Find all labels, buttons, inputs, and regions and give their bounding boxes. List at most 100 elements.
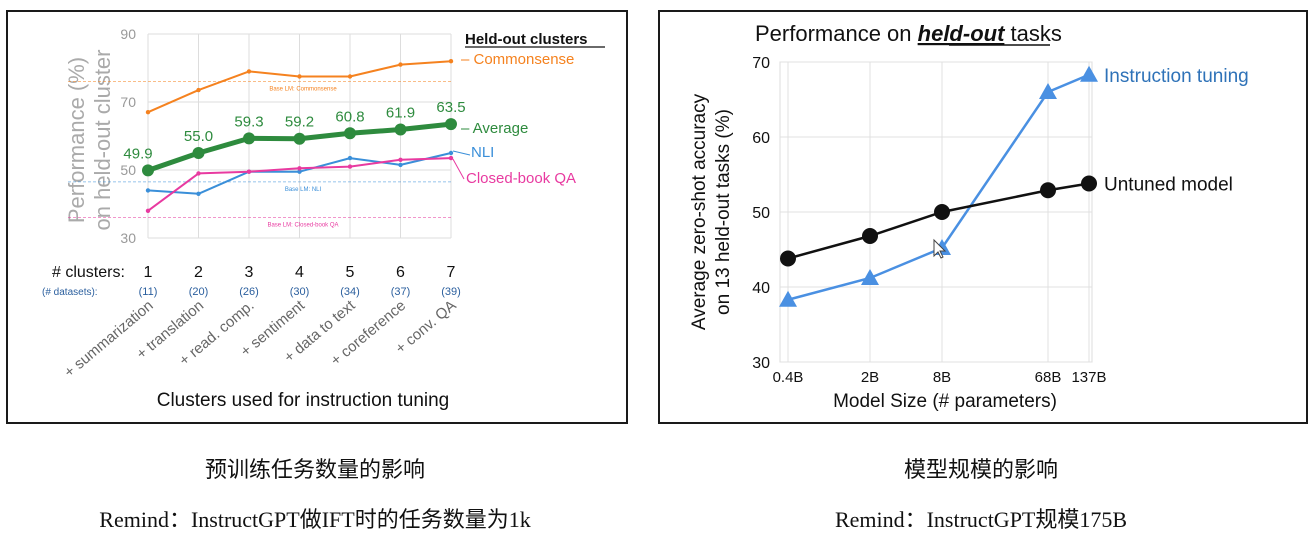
x-header: # clusters: bbox=[52, 264, 125, 281]
data-point bbox=[347, 164, 353, 169]
x-axis-label: Model Size (# parameters) bbox=[833, 391, 1057, 412]
dataset-count-label: (26) bbox=[239, 286, 259, 298]
baseline-label: Base LM: NLI bbox=[285, 187, 322, 193]
data-point bbox=[1080, 65, 1098, 82]
x-tick-label: 7 bbox=[447, 264, 456, 281]
x-tick-label: 137B bbox=[1071, 369, 1106, 386]
x-tick-label: 3 bbox=[245, 264, 254, 281]
left-remind: Remind：InstructGPT做IFT时的任务数量为1k bbox=[99, 507, 531, 532]
chart-title: Performance on held-out tasks bbox=[755, 21, 1062, 46]
data-label: 60.8 bbox=[335, 108, 364, 125]
x-tick-label: 6 bbox=[396, 264, 405, 281]
left-chart-panel: 30 50 70 90 Performance (%)on held-out clust… bbox=[6, 10, 628, 424]
data-point bbox=[1040, 182, 1056, 199]
y-axis-label: Performance (%)on held-out cluster bbox=[64, 50, 115, 231]
y-tick-label: 90 bbox=[120, 26, 136, 42]
data-point bbox=[780, 250, 796, 267]
data-point bbox=[394, 123, 407, 136]
data-point bbox=[445, 118, 457, 131]
data-label: 59.3 bbox=[234, 113, 263, 130]
dataset-count-label: (39) bbox=[441, 286, 461, 298]
data-point bbox=[196, 171, 201, 176]
baseline-label: Base LM: Commonsense bbox=[269, 87, 337, 93]
dataset-count-label: (11) bbox=[139, 286, 158, 298]
data-point bbox=[347, 155, 353, 161]
baseline-label: Base LM: Closed-book QA bbox=[267, 223, 338, 229]
data-point bbox=[297, 166, 302, 171]
legend-label-commonsense: – Commonsense bbox=[461, 51, 574, 68]
right-chart-panel: 30 40 50 60 70 Performance on held-out tasks A… bbox=[658, 10, 1308, 424]
right-remind: Remind：InstructGPT规模175B bbox=[834, 507, 1128, 532]
legend-label-nli: NLI bbox=[471, 144, 494, 161]
x-tick-label: 4 bbox=[295, 264, 304, 281]
data-point bbox=[145, 110, 151, 115]
data-point bbox=[145, 188, 151, 193]
x-tick-label: 0.4B bbox=[773, 369, 804, 386]
data-point bbox=[779, 290, 797, 307]
dataset-count-label: (34) bbox=[340, 286, 360, 298]
data-label: 61.9 bbox=[386, 105, 415, 122]
data-point bbox=[243, 132, 255, 145]
x-tick-label: 1 bbox=[144, 264, 153, 281]
dataset-count-label: (37) bbox=[391, 286, 411, 298]
y-tick-label: 40 bbox=[752, 280, 770, 297]
cluster-label: + summarization bbox=[61, 297, 157, 381]
cursor-icon bbox=[933, 238, 947, 259]
data-point bbox=[448, 150, 454, 156]
right-caption: 模型规模的影响 bbox=[903, 458, 1058, 483]
y-tick-label: 30 bbox=[752, 355, 770, 372]
data-point bbox=[293, 132, 306, 145]
data-point bbox=[448, 155, 454, 161]
data-point bbox=[192, 147, 205, 159]
x-tick-label: 2 bbox=[194, 264, 203, 281]
data-point bbox=[934, 204, 950, 220]
legend-label-average: – Average bbox=[461, 120, 528, 137]
data-point bbox=[448, 59, 454, 64]
legend-leader bbox=[452, 158, 465, 180]
y-tick-label: 70 bbox=[120, 94, 136, 110]
legend-title: Held-out clusters bbox=[465, 31, 588, 48]
dataset-count-label: (20) bbox=[189, 286, 209, 298]
data-label: 63.5 bbox=[436, 99, 465, 116]
y-axis-label: Average zero-shot accuracy on 13 held-out… bbox=[689, 93, 734, 330]
data-point bbox=[398, 162, 403, 168]
data-point bbox=[1039, 83, 1057, 99]
data-point bbox=[1081, 175, 1097, 192]
data-point bbox=[196, 87, 201, 93]
x-tick-label: 68B bbox=[1035, 369, 1062, 386]
y-tick-label: 50 bbox=[752, 205, 770, 222]
data-point bbox=[246, 69, 252, 74]
legend-label-closed-book-qa: Closed-book QA bbox=[466, 170, 576, 187]
data-point bbox=[861, 269, 879, 285]
y-tick-label: 30 bbox=[120, 230, 136, 246]
x-tick-label: 2B bbox=[861, 369, 879, 386]
data-label: 49.9 bbox=[123, 145, 152, 162]
data-point bbox=[246, 169, 252, 174]
data-label: 55.0 bbox=[184, 128, 213, 145]
data-point bbox=[145, 208, 151, 213]
data-point bbox=[297, 169, 302, 174]
cluster-chart: 30 50 70 90 Performance (%)on held-out clust… bbox=[42, 26, 605, 411]
model-size-chart: 30 40 50 60 70 Performance on held-out tasks A… bbox=[689, 21, 1249, 412]
data-point bbox=[297, 74, 302, 79]
data-point bbox=[142, 164, 154, 177]
data-point bbox=[196, 191, 201, 196]
data-point bbox=[862, 228, 878, 244]
y-tick-label: 70 bbox=[752, 55, 770, 72]
legend-leader bbox=[452, 150, 471, 156]
y-tick-label: 50 bbox=[120, 162, 136, 178]
left-caption: 预训练任务数量的影响 bbox=[204, 458, 425, 483]
x-subheader: (# datasets): bbox=[42, 287, 98, 298]
x-tick-label: 8B bbox=[933, 369, 951, 386]
data-label: 59.2 bbox=[285, 114, 314, 131]
data-point bbox=[398, 157, 403, 162]
x-axis-label: Clusters used for instruction tuning bbox=[157, 390, 450, 411]
data-point bbox=[344, 127, 356, 140]
series-label-instruction-tuning: Instruction tuning bbox=[1104, 66, 1249, 87]
y-tick-label: 60 bbox=[752, 130, 770, 147]
dataset-count-label: (30) bbox=[290, 286, 310, 298]
data-point bbox=[398, 62, 403, 67]
x-tick-label: 5 bbox=[346, 264, 355, 281]
data-point bbox=[347, 74, 353, 79]
series-label-untuned-model: Untuned model bbox=[1104, 175, 1233, 196]
